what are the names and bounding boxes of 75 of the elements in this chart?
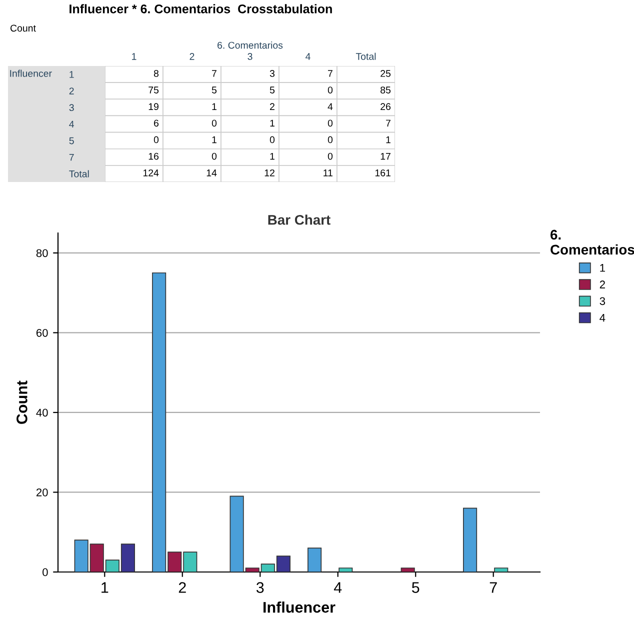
data-label: 0 — [212, 152, 217, 160]
bar — [463, 508, 478, 572]
y-tick-label: 4 — [69, 120, 74, 128]
data-label: 0 — [328, 152, 333, 160]
data-label: 1 — [270, 120, 274, 127]
legend-label: 3 — [600, 297, 606, 306]
data-label: 12 — [264, 169, 274, 176]
y-tick-label: 1 — [70, 71, 74, 78]
data-label: 11 — [324, 170, 332, 176]
legend-label: 4 — [600, 314, 606, 322]
data-label: 1 — [212, 103, 216, 110]
legend-title: 6. Comentarios — [550, 230, 634, 255]
legend-label: 2 — [600, 280, 605, 288]
data-label: 3 — [270, 70, 275, 77]
data-label: 16 — [148, 152, 159, 160]
data-label: 1 — [270, 152, 274, 160]
data-label: 5 — [270, 86, 275, 94]
y-tick-label: Total — [69, 170, 89, 178]
data-label: 14 — [206, 170, 217, 176]
x-tick-label: 2 — [178, 582, 186, 593]
x-tick-label: 4 — [306, 53, 310, 60]
data-label: 0 — [328, 86, 333, 94]
data-label: 0 — [328, 120, 333, 127]
x-axis-title: 6. Comentarios — [218, 42, 283, 49]
chart-title: Bar Chart — [268, 214, 330, 225]
data-label: 161 — [375, 169, 390, 176]
data-label: 6 — [154, 120, 159, 127]
text: Count — [10, 24, 36, 32]
y-tick-label: 2 — [69, 88, 74, 94]
y-tick-label: 80 — [36, 249, 48, 258]
y-tick-label: 5 — [69, 137, 74, 144]
data-label: 19 — [148, 103, 158, 110]
data-label: 7 — [212, 70, 216, 77]
y-tick-label: 20 — [36, 488, 48, 496]
data-label: 4 — [328, 103, 333, 110]
data-label: 1 — [212, 136, 216, 144]
y-tick-label: 3 — [69, 104, 74, 112]
y-axis-title: Count — [16, 380, 28, 424]
data-label: 8 — [154, 70, 159, 77]
x-tick-label: 1 — [132, 53, 136, 60]
y-tick-label: 7 — [69, 154, 74, 161]
data-label: 1 — [386, 136, 390, 144]
data-label: 0 — [212, 120, 217, 127]
x-tick-label: 3 — [256, 582, 264, 593]
x-tick-label: Total — [356, 52, 376, 60]
x-axis-title: Influencer — [264, 602, 336, 613]
bar — [400, 568, 415, 572]
legend-label: 1 — [600, 264, 605, 272]
data-label: 0 — [328, 136, 333, 144]
data-label: 17 — [380, 152, 390, 160]
x-tick-label: 4 — [334, 582, 342, 593]
chart-title: Influencer * 6. Comentarios Crosstabulation — [70, 4, 332, 14]
y-tick-label: 0 — [42, 568, 48, 576]
data-label: 2 — [270, 103, 274, 110]
data-label: 25 — [380, 70, 391, 77]
x-tick-label: 5 — [412, 582, 420, 593]
bar — [494, 568, 508, 572]
data-label: 7 — [386, 120, 390, 127]
data-label: 75 — [148, 86, 159, 94]
data-label: 124 — [143, 169, 159, 176]
data-label: 5 — [212, 86, 217, 94]
y-tick-label: 60 — [36, 328, 48, 337]
y-axis-title: Influencer — [10, 70, 52, 77]
data-label: 0 — [154, 136, 159, 144]
x-tick-label: 1 — [102, 582, 108, 593]
x-tick-label: 2 — [190, 53, 194, 60]
x-tick-label: 7 — [490, 582, 497, 593]
data-label: 7 — [328, 70, 332, 77]
data-label: 26 — [380, 103, 391, 110]
bar — [338, 568, 353, 572]
bar — [308, 548, 322, 572]
data-label: 85 — [380, 86, 391, 94]
y-tick-label: 40 — [36, 408, 48, 417]
x-tick-label: 3 — [248, 53, 252, 60]
data-label: 0 — [270, 136, 275, 144]
